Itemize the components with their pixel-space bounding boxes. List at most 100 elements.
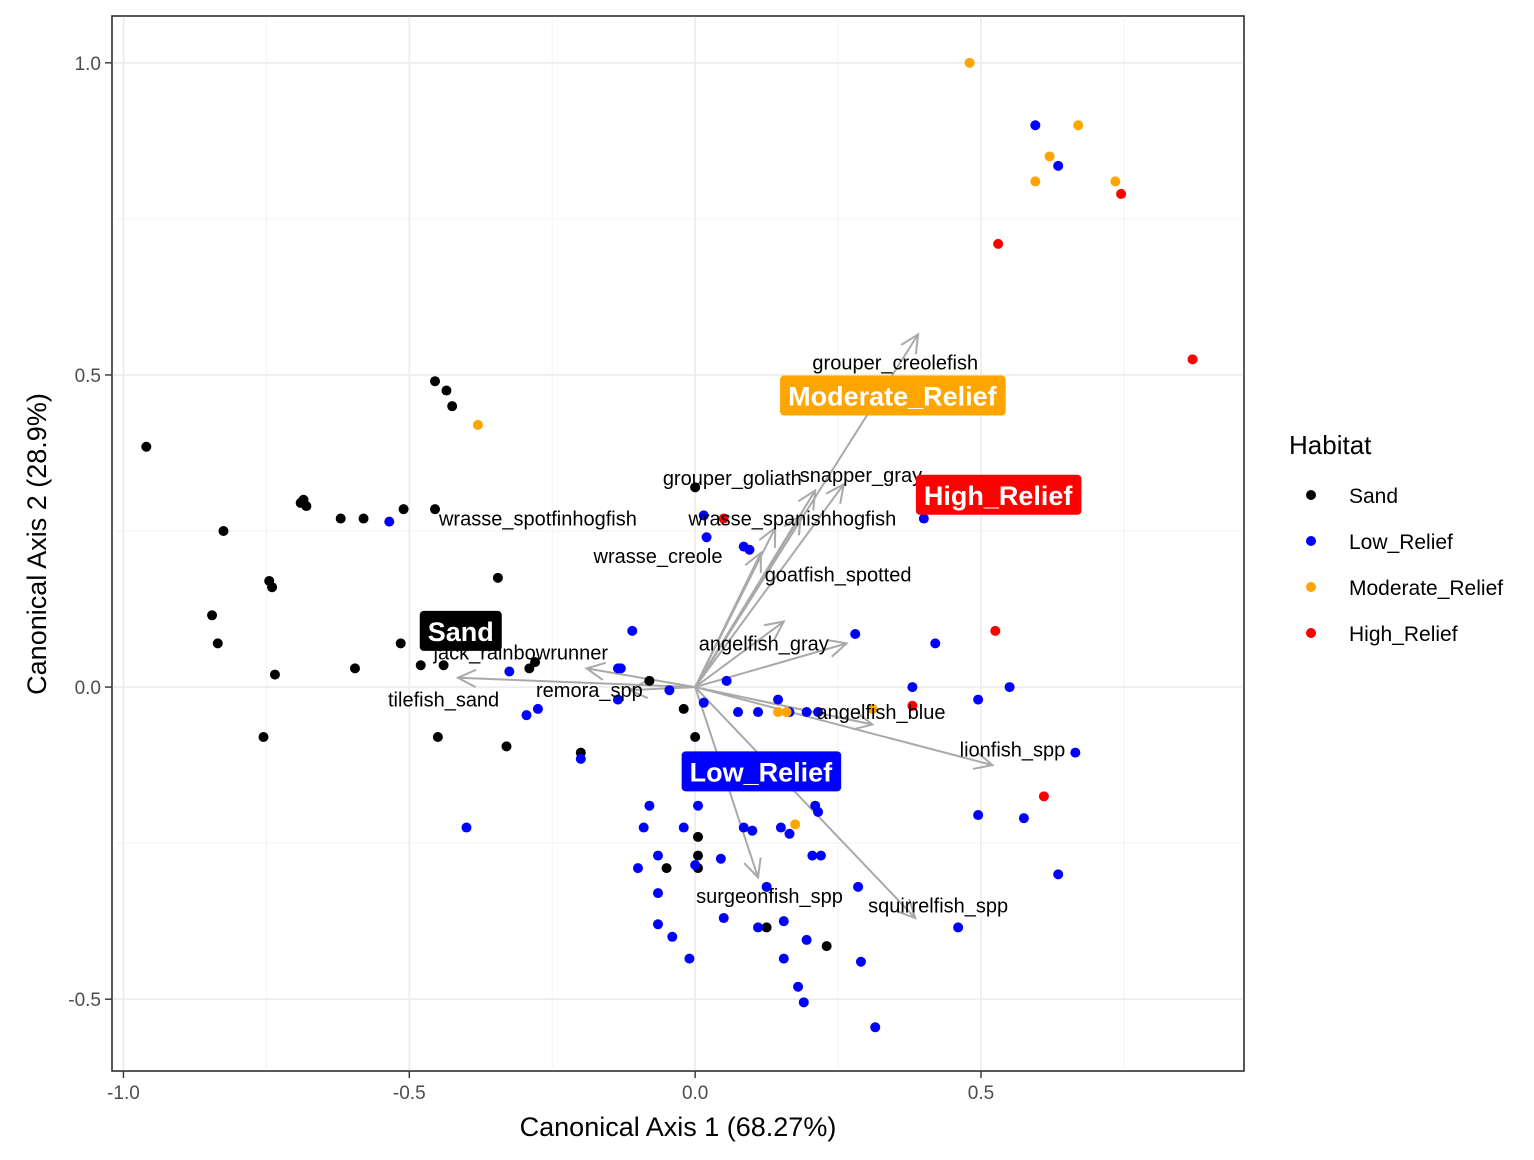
group-label-text: Moderate_Relief <box>788 382 998 412</box>
point-Low_Relief <box>793 981 804 992</box>
vector-arrowhead-tilefish_sand <box>455 668 477 689</box>
point-Sand <box>441 385 452 396</box>
point-Sand <box>301 501 312 512</box>
point-Low_Relief <box>778 953 789 964</box>
vector-arrowhead-remora_spp <box>627 679 649 699</box>
point-Low_Relief <box>652 850 663 861</box>
group-label-text: High_Relief <box>924 481 1074 511</box>
vector-label-angelfish_gray: angelfish_gray <box>699 633 829 655</box>
point-Sand <box>358 513 369 524</box>
point-Low_Relief <box>753 707 764 718</box>
group-label-High_Relief: High_Relief <box>915 474 1082 515</box>
vector-arrowhead-grouper_creolefish <box>900 332 920 355</box>
point-Sand <box>258 732 269 743</box>
legend-label-Sand: Sand <box>1349 485 1398 508</box>
group-label-text: Low_Relief <box>690 757 834 787</box>
point-Sand <box>644 675 655 686</box>
point-Low_Relief <box>1070 747 1081 758</box>
group-label-box <box>915 474 1082 515</box>
vector-arrowhead-wrasse_creole <box>744 550 762 573</box>
vector-labels: grouper_creolefish snapper_graygrouper_go… <box>388 352 1065 917</box>
point-Sand <box>398 504 409 515</box>
point-Low_Relief <box>1018 813 1029 824</box>
point-Sand <box>415 660 426 671</box>
point-Sand <box>693 850 704 861</box>
point-Moderate_Relief <box>867 703 878 714</box>
point-Low_Relief <box>850 629 861 640</box>
vector-label-grouper_goliath: grouper_goliath <box>663 468 802 490</box>
vector-label-lionfish_spp: lionfish_spp <box>960 740 1066 762</box>
point-Low_Relief <box>461 822 472 833</box>
point-Low_Relief <box>973 810 984 821</box>
point-Low_Relief <box>930 638 941 649</box>
y-tick-label: 1.0 <box>75 54 101 75</box>
point-Low_Relief <box>521 710 532 721</box>
y-tick-label: 0.5 <box>75 366 101 387</box>
point-Sand <box>821 941 832 952</box>
point-Sand <box>438 660 449 671</box>
point-Low_Relief <box>718 913 729 924</box>
vector-arrow-wrasse_creole <box>694 552 762 688</box>
vector-arrowhead-squirrelfish_spp <box>896 898 917 920</box>
y-tick-label: -0.5 <box>68 990 101 1011</box>
point-Low_Relief <box>667 931 678 942</box>
vector-label-surgeonfish_spp: surgeonfish_spp <box>696 886 843 908</box>
point-Low_Relief <box>721 675 732 686</box>
point-Low_Relief <box>798 997 809 1008</box>
x-axis-label: Canonical Axis 1 (68.27%) <box>520 1112 837 1142</box>
point-Low_Relief <box>778 916 789 927</box>
point-Low_Relief <box>664 685 675 696</box>
point-Low_Relief <box>1053 869 1064 880</box>
vector-arrowhead-surgeonfish_spp <box>743 857 762 880</box>
point-Low_Relief <box>733 707 744 718</box>
point-High_Relief <box>1187 354 1198 365</box>
legend-label-Moderate_Relief: Moderate_Relief <box>1349 577 1503 600</box>
vector-arrow-tilefish_sand <box>457 676 696 689</box>
point-Low_Relief <box>801 707 812 718</box>
point-Low_Relief <box>652 888 663 899</box>
vector-label-tilefish_sand: tilefish_sand <box>388 690 499 712</box>
point-Sand <box>430 504 441 515</box>
point-Low_Relief <box>807 850 818 861</box>
point-Low_Relief <box>744 544 755 555</box>
point-Sand <box>432 732 443 743</box>
point-Low_Relief <box>638 822 649 833</box>
vector-arrow-goatfish_spotted <box>694 620 785 688</box>
point-Sand <box>207 610 218 621</box>
vector-arrowhead-goatfish_spotted <box>763 620 786 640</box>
point-Moderate_Relief <box>1073 120 1084 131</box>
vector-label-squirrelfish_spp: squirrelfish_spp <box>868 896 1008 918</box>
vector-arrowhead-grouper_goliath <box>797 488 817 511</box>
point-Sand <box>212 638 223 649</box>
point-Moderate_Relief <box>1044 151 1055 162</box>
point-Sand <box>395 638 406 649</box>
point-Low_Relief <box>615 663 626 674</box>
legend-label-Low_Relief: Low_Relief <box>1349 531 1453 554</box>
point-Low_Relief <box>953 922 964 933</box>
vector-arrowhead-angelfish_blue <box>852 711 875 731</box>
vector-arrow-squirrelfish_spp <box>694 686 916 919</box>
data-points <box>141 57 1198 1033</box>
point-Low_Relief <box>693 800 704 811</box>
vector-arrow-remora_spp <box>629 686 696 692</box>
point-High_Relief <box>990 625 1001 636</box>
point-Low_Relief <box>870 1022 881 1033</box>
point-High_Relief <box>718 513 729 524</box>
point-Low_Relief <box>753 922 764 933</box>
point-Sand <box>335 513 346 524</box>
point-Low_Relief <box>1053 160 1064 171</box>
point-Low_Relief <box>855 956 866 967</box>
point-Low_Relief <box>1004 682 1015 693</box>
y-axis-label: Canonical Axis 2 (28.9%) <box>22 393 52 695</box>
point-Low_Relief <box>384 516 395 527</box>
plot-panel <box>111 15 1245 1072</box>
point-Low_Relief <box>815 850 826 861</box>
point-Moderate_Relief <box>773 707 784 718</box>
x-tick-label: -1.0 <box>107 1083 140 1104</box>
vector-arrowhead-angelfish_gray <box>826 639 849 658</box>
point-Low_Relief <box>701 532 712 543</box>
point-Low_Relief <box>801 934 812 945</box>
point-Sand <box>218 526 229 537</box>
point-Sand <box>141 441 152 452</box>
point-High_Relief <box>993 238 1004 249</box>
